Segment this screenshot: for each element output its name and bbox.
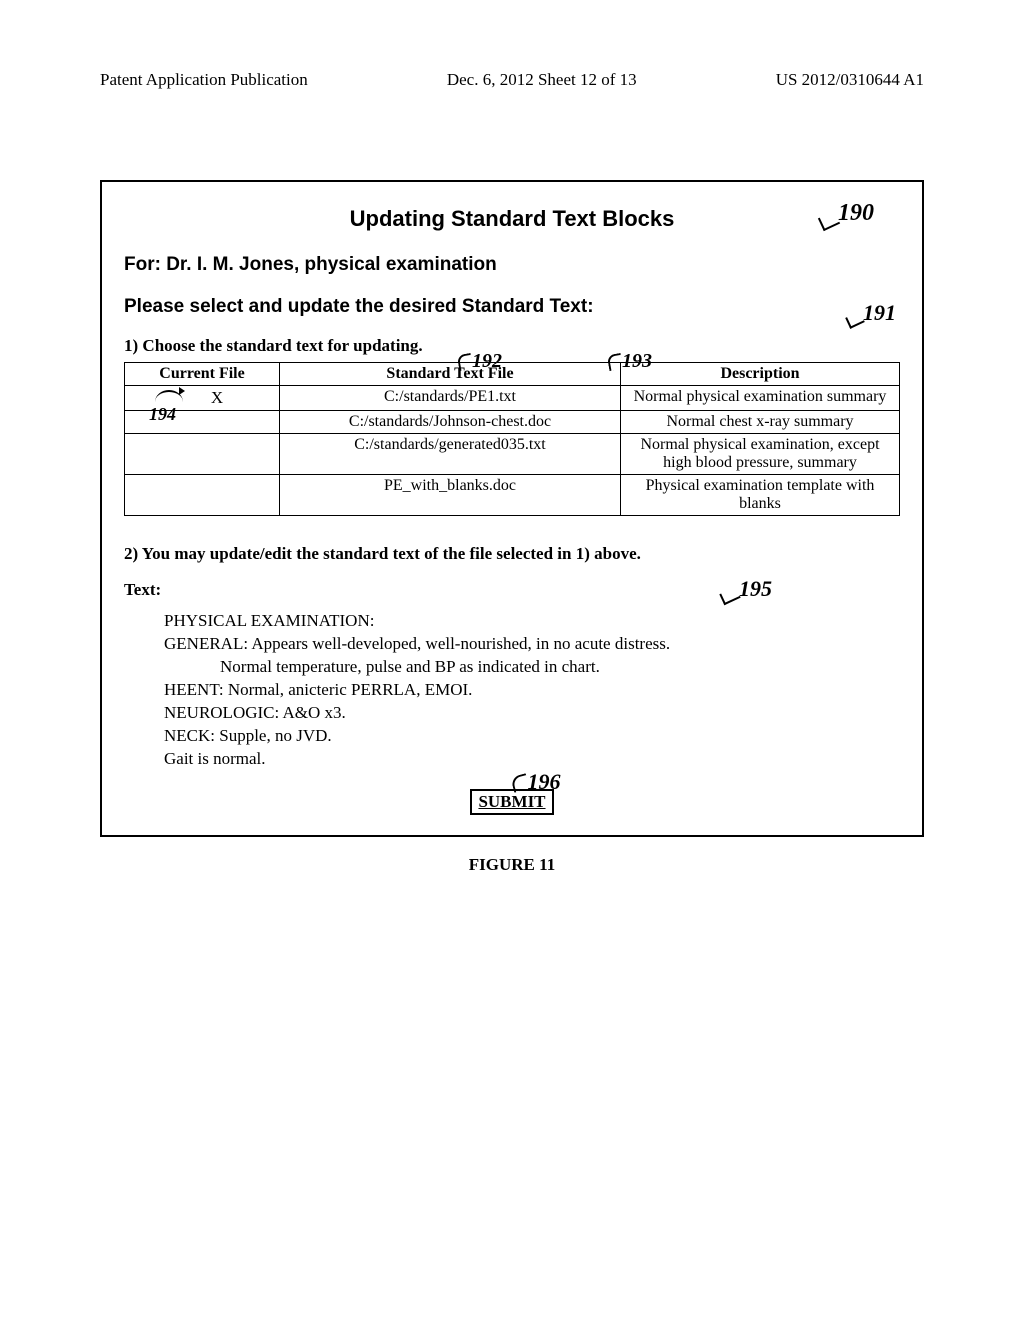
col-header-file: Standard Text File — [280, 363, 621, 386]
col-header-description: Description — [621, 363, 900, 386]
text-label-text: Text: — [124, 580, 161, 599]
current-file-cell[interactable] — [125, 411, 280, 434]
file-cell: C:/standards/Johnson-chest.doc — [280, 411, 621, 434]
standard-text-table: Current File Standard Text File Descript… — [124, 362, 900, 516]
page-header: Patent Application Publication Dec. 6, 2… — [100, 70, 924, 90]
current-file-cell[interactable]: X 194 — [125, 386, 280, 411]
reference-numeral-194: 194 — [149, 404, 176, 425]
text-line: NECK: Supple, no JVD. — [164, 725, 900, 748]
table-row[interactable]: PE_with_blanks.doc Physical examination … — [125, 475, 900, 516]
arrow-icon — [155, 390, 183, 402]
current-file-cell[interactable] — [125, 475, 280, 516]
step1-label: 1) Choose the standard text for updating… — [124, 336, 900, 356]
file-cell: C:/standards/PE1.txt — [280, 386, 621, 411]
text-line: NEUROLOGIC: A&O x3. — [164, 702, 900, 725]
header-right: US 2012/0310644 A1 — [776, 70, 924, 90]
col-header-current: Current File — [125, 363, 280, 386]
step2-label: 2) You may update/edit the standard text… — [124, 544, 900, 564]
for-line: For: Dr. I. M. Jones, physical examinati… — [124, 254, 900, 276]
text-line: PHYSICAL EXAMINATION: — [164, 610, 900, 633]
table-row[interactable]: C:/standards/Johnson-chest.doc Normal ch… — [125, 411, 900, 434]
reference-numeral-192: 192 — [472, 350, 502, 373]
text-line: Gait is normal. — [164, 748, 900, 771]
text-label: Text: 195 — [124, 580, 900, 600]
table-row[interactable]: X 194 C:/standards/PE1.txt Normal physic… — [125, 386, 900, 411]
current-file-marker: X — [211, 388, 223, 408]
file-cell: PE_with_blanks.doc — [280, 475, 621, 516]
dialog-panel: Updating Standard Text Blocks For: Dr. I… — [100, 180, 924, 837]
header-left: Patent Application Publication — [100, 70, 308, 90]
panel-title: Updating Standard Text Blocks — [124, 206, 900, 232]
editable-text-block[interactable]: PHYSICAL EXAMINATION: GENERAL: Appears w… — [164, 610, 900, 771]
reference-numeral-193: 193 — [622, 350, 652, 373]
desc-cell: Physical examination template with blank… — [621, 475, 900, 516]
desc-cell: Normal chest x-ray summary — [621, 411, 900, 434]
reference-numeral-195: 195 — [739, 576, 772, 602]
text-line: HEENT: Normal, anicteric PERRLA, EMOI. — [164, 679, 900, 702]
desc-cell: Normal physical examination, except high… — [621, 434, 900, 475]
current-file-cell[interactable] — [125, 434, 280, 475]
text-line: GENERAL: Appears well-developed, well-no… — [164, 633, 900, 656]
figure-caption: FIGURE 11 — [100, 855, 924, 875]
file-cell: C:/standards/generated035.txt — [280, 434, 621, 475]
reference-numeral-191: 191 — [863, 300, 896, 326]
text-line: Normal temperature, pulse and BP as indi… — [220, 656, 900, 679]
header-center: Dec. 6, 2012 Sheet 12 of 13 — [447, 70, 637, 90]
reference-numeral-196: 196 — [528, 769, 561, 795]
instruction-line: Please select and update the desired Sta… — [124, 296, 900, 318]
table-row[interactable]: C:/standards/generated035.txt Normal phy… — [125, 434, 900, 475]
desc-cell: Normal physical examination summary — [621, 386, 900, 411]
